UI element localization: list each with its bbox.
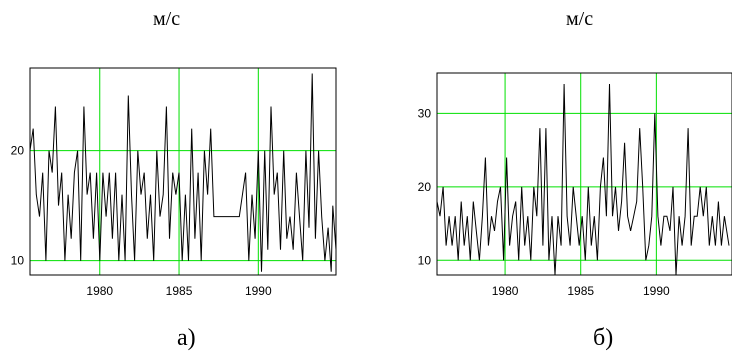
chart-a: 1980 1985 1990 10 20 [11, 67, 337, 298]
series-line-b-0 [436, 83, 730, 276]
x-tick-label-b-0: 1980 [492, 284, 519, 298]
caption-a: а) [177, 325, 196, 351]
plot-frame-b [436, 72, 732, 276]
plot-frame-a [29, 67, 337, 276]
series-line-a-0 [29, 73, 337, 272]
x-tick-label-a-2: 1990 [245, 284, 272, 298]
unit-label-b: м/с [566, 8, 594, 30]
x-tick-label-b-2: 1990 [643, 284, 670, 298]
caption-b: б) [593, 325, 614, 351]
x-tick-label-a-0: 1980 [86, 284, 113, 298]
unit-label-a: м/с [153, 8, 181, 30]
y-tick-label-a-1: 20 [11, 144, 25, 158]
chart-b: 1980 1985 1990 10 20 30 [418, 72, 732, 298]
y-tick-label-b-2: 30 [418, 106, 432, 120]
x-tick-label-a-1: 1985 [166, 284, 193, 298]
y-tick-label-a-0: 10 [11, 254, 25, 268]
y-tick-label-b-0: 10 [418, 253, 432, 267]
y-tick-label-b-1: 20 [418, 180, 432, 194]
x-tick-label-b-1: 1985 [567, 284, 594, 298]
